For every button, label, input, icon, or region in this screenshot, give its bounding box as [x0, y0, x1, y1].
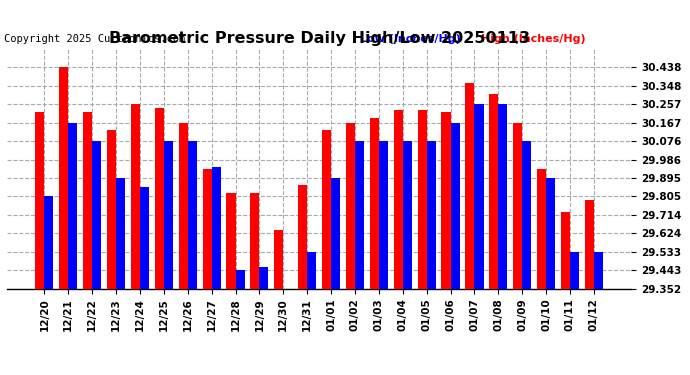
- Bar: [116, 178, 125, 289]
- Text: High (Inches/Hg): High (Inches/Hg): [482, 34, 586, 44]
- Bar: [212, 167, 221, 289]
- Bar: [546, 178, 555, 289]
- Bar: [131, 104, 140, 289]
- Bar: [68, 123, 77, 289]
- Bar: [442, 112, 451, 289]
- Text: Copyright 2025 Curtronics.com: Copyright 2025 Curtronics.com: [3, 34, 185, 44]
- Bar: [164, 141, 173, 289]
- Bar: [155, 108, 164, 289]
- Bar: [370, 118, 379, 289]
- Bar: [274, 230, 284, 289]
- Bar: [498, 104, 507, 289]
- Bar: [475, 104, 484, 289]
- Bar: [203, 169, 212, 289]
- Title: Barometric Pressure Daily High/Low 20250113: Barometric Pressure Daily High/Low 20250…: [108, 31, 530, 46]
- Bar: [331, 178, 340, 289]
- Bar: [107, 130, 116, 289]
- Bar: [489, 94, 498, 289]
- Bar: [537, 169, 546, 289]
- Bar: [561, 212, 570, 289]
- Bar: [235, 270, 244, 289]
- Bar: [226, 194, 235, 289]
- Bar: [346, 123, 355, 289]
- Bar: [585, 200, 594, 289]
- Bar: [379, 141, 388, 289]
- Bar: [322, 130, 331, 289]
- Bar: [44, 196, 53, 289]
- Bar: [451, 123, 460, 289]
- Text: Low (Inches/Hg): Low (Inches/Hg): [359, 34, 460, 44]
- Bar: [140, 187, 149, 289]
- Bar: [35, 112, 44, 289]
- Bar: [307, 252, 316, 289]
- Bar: [522, 141, 531, 289]
- Bar: [250, 194, 259, 289]
- Bar: [465, 83, 475, 289]
- Bar: [594, 252, 603, 289]
- Bar: [179, 123, 188, 289]
- Bar: [355, 141, 364, 289]
- Bar: [188, 141, 197, 289]
- Bar: [59, 68, 68, 289]
- Bar: [417, 110, 426, 289]
- Bar: [92, 141, 101, 289]
- Bar: [570, 252, 579, 289]
- Bar: [513, 123, 522, 289]
- Bar: [259, 267, 268, 289]
- Bar: [403, 141, 412, 289]
- Bar: [83, 112, 92, 289]
- Bar: [298, 185, 307, 289]
- Bar: [426, 141, 435, 289]
- Bar: [394, 110, 403, 289]
